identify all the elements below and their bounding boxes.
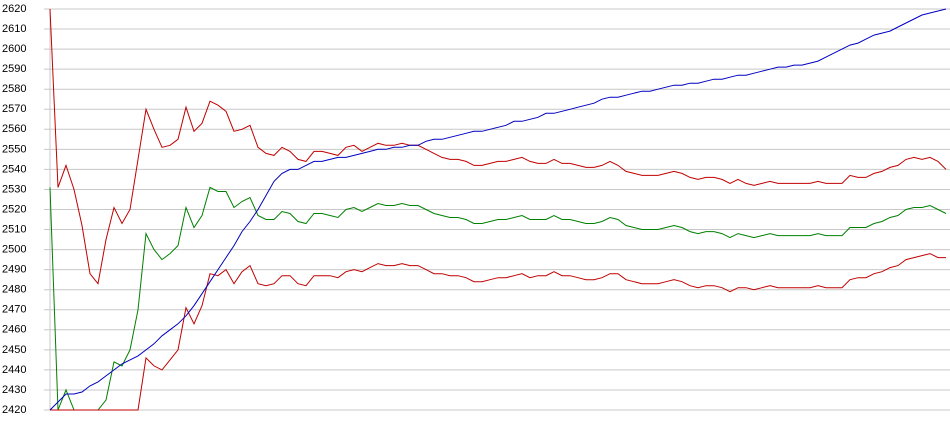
y-tick-label: 2490 [2, 264, 26, 276]
y-tick-label: 2560 [2, 123, 26, 135]
y-tick-label: 2510 [2, 223, 26, 235]
y-tick-label: 2440 [2, 364, 26, 376]
y-tick-label: 2420 [2, 404, 26, 416]
y-tick-label: 2610 [2, 23, 26, 35]
y-tick-label: 2550 [2, 143, 26, 155]
y-tick-label: 2460 [2, 324, 26, 336]
y-tick-label: 2570 [2, 103, 26, 115]
series-line [49, 8, 947, 285]
series-line [49, 186, 947, 411]
y-tick-label: 2470 [2, 304, 26, 316]
y-tick-label: 2430 [2, 384, 26, 396]
y-tick-label: 2500 [2, 244, 26, 256]
y-tick-label: 2600 [2, 43, 26, 55]
y-tick-label: 2530 [2, 183, 26, 195]
series-line [49, 8, 947, 411]
y-tick-label: 2590 [2, 63, 26, 75]
series-line [50, 253, 946, 411]
y-tick-label: 2620 [2, 3, 26, 15]
y-tick-label: 2580 [2, 83, 26, 95]
y-tick-label: 2480 [2, 284, 26, 296]
y-tick-label: 2540 [2, 163, 26, 175]
y-tick-label: 2520 [2, 203, 26, 215]
y-tick-label: 2450 [2, 344, 26, 356]
